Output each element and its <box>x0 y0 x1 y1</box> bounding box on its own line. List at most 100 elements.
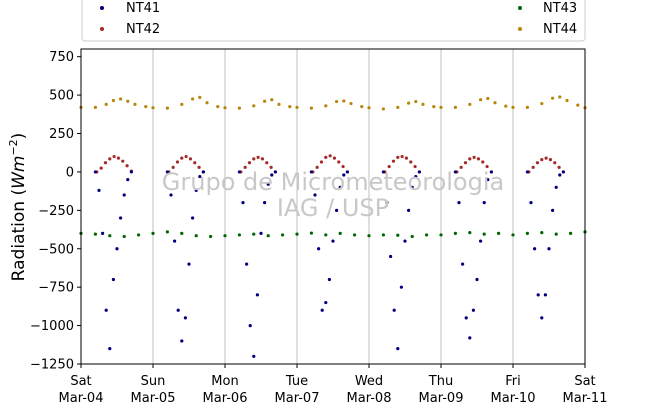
data-point-nt42 <box>535 161 540 165</box>
x-tick-date-label: Mar-09 <box>419 391 464 406</box>
y-tick-label: 250 <box>49 127 74 142</box>
data-point-nt43 <box>281 233 285 237</box>
data-point-nt44 <box>144 105 148 109</box>
data-point-nt44 <box>525 105 530 109</box>
data-point-nt41 <box>266 182 270 186</box>
data-point-nt43 <box>482 232 486 236</box>
y-tick-label: 750 <box>49 50 74 65</box>
data-point-nt42 <box>404 156 409 160</box>
data-point-nt42 <box>103 161 108 165</box>
data-point-nt42 <box>468 157 472 161</box>
legend-marker-nt42 <box>100 27 104 31</box>
data-point-nt41 <box>547 247 551 251</box>
y-tick-label: −750 <box>38 281 74 296</box>
data-point-nt43 <box>122 234 126 239</box>
data-point-nt41 <box>248 323 252 328</box>
data-point-nt44 <box>360 105 364 109</box>
data-point-nt42 <box>531 165 535 169</box>
data-point-nt44 <box>126 99 130 103</box>
data-point-nt42 <box>116 156 121 160</box>
data-point-nt43 <box>151 231 155 235</box>
legend-marker-nt43 <box>518 6 522 10</box>
data-point-nt44 <box>486 96 490 101</box>
data-point-nt42 <box>112 154 116 159</box>
data-point-nt41 <box>489 170 493 174</box>
data-point-nt41 <box>335 208 339 212</box>
data-point-nt41 <box>407 208 411 212</box>
data-point-nt41 <box>263 201 267 205</box>
x-tick-day-label: Tue <box>285 374 308 389</box>
data-point-nt43 <box>468 231 472 235</box>
data-point-nt41 <box>104 308 108 312</box>
data-point-nt43 <box>525 231 530 235</box>
data-point-nt41 <box>173 239 177 243</box>
data-point-nt44 <box>421 102 425 106</box>
data-point-nt42 <box>459 165 463 169</box>
data-point-nt41 <box>187 262 191 266</box>
watermark: Grupo de Micrometeorologia IAG / USP <box>162 168 504 222</box>
data-point-nt42 <box>180 156 184 160</box>
data-point-nt44 <box>381 107 385 111</box>
y-tick-label: −1000 <box>30 319 74 334</box>
data-point-nt44 <box>367 106 371 110</box>
data-point-nt42 <box>557 165 561 169</box>
data-point-nt44 <box>111 98 115 103</box>
data-point-nt41 <box>270 173 274 177</box>
data-point-nt41 <box>101 231 105 235</box>
data-point-nt43 <box>367 234 371 238</box>
data-point-nt41 <box>529 201 533 205</box>
data-point-nt43 <box>165 230 169 234</box>
data-point-nt42 <box>252 157 256 161</box>
y-axis-label: Radiation (Wm−2) <box>7 133 29 282</box>
data-point-nt41 <box>97 188 101 192</box>
legend-label-nt44: NT44 <box>543 22 577 37</box>
data-point-nt41 <box>327 277 331 282</box>
data-point-nt41 <box>525 170 530 174</box>
data-point-nt42 <box>544 156 548 160</box>
data-point-nt41 <box>273 170 277 174</box>
data-point-nt43 <box>209 234 213 239</box>
data-point-nt44 <box>493 101 497 105</box>
y-tick-label: −1250 <box>30 358 74 373</box>
data-point-nt42 <box>463 161 468 165</box>
data-point-nt41 <box>331 239 335 243</box>
data-point-nt44 <box>223 106 227 110</box>
x-tick-day-label: Thu <box>428 374 453 389</box>
data-point-nt41 <box>309 170 313 174</box>
data-point-nt41 <box>561 170 566 174</box>
y-axis: −1250 −1000 −750 −500 −250 0 250 500 750 <box>30 50 81 373</box>
data-point-nt44 <box>216 105 220 109</box>
data-point-nt44 <box>263 99 267 103</box>
data-point-nt41 <box>122 193 126 197</box>
data-point-nt43 <box>194 234 198 238</box>
data-point-nt41 <box>396 347 400 351</box>
data-point-nt43 <box>223 234 227 238</box>
data-point-nt43 <box>108 234 112 238</box>
x-tick-date-label: Mar-10 <box>491 391 536 406</box>
data-point-nt43 <box>453 231 457 235</box>
legend: NT41 NT42 NT43 NT44 <box>81 0 586 42</box>
data-point-nt44 <box>324 104 328 108</box>
data-point-nt42 <box>184 154 188 159</box>
data-point-nt41 <box>475 277 479 282</box>
data-point-nt41 <box>93 170 97 174</box>
data-point-nt42 <box>99 166 103 170</box>
data-point-nt41 <box>540 316 544 320</box>
data-point-nt44 <box>396 105 400 109</box>
data-point-nt41 <box>554 185 558 189</box>
data-point-nt41 <box>410 185 414 189</box>
data-point-nt42 <box>387 164 391 169</box>
data-point-nt43 <box>497 231 501 235</box>
data-point-nt43 <box>540 231 544 235</box>
data-point-nt41 <box>324 300 328 305</box>
data-point-nt44 <box>439 105 443 109</box>
data-point-nt44 <box>565 98 569 103</box>
legend-marker-nt44 <box>518 27 522 31</box>
data-point-nt41 <box>180 339 184 343</box>
data-point-nt42 <box>197 165 201 169</box>
x-tick-date-label: Mar-04 <box>59 391 104 406</box>
data-point-nt41 <box>457 201 461 205</box>
data-point-nt44 <box>407 101 411 105</box>
data-point-nt44 <box>252 104 256 108</box>
y-tick-label: 0 <box>66 165 74 180</box>
